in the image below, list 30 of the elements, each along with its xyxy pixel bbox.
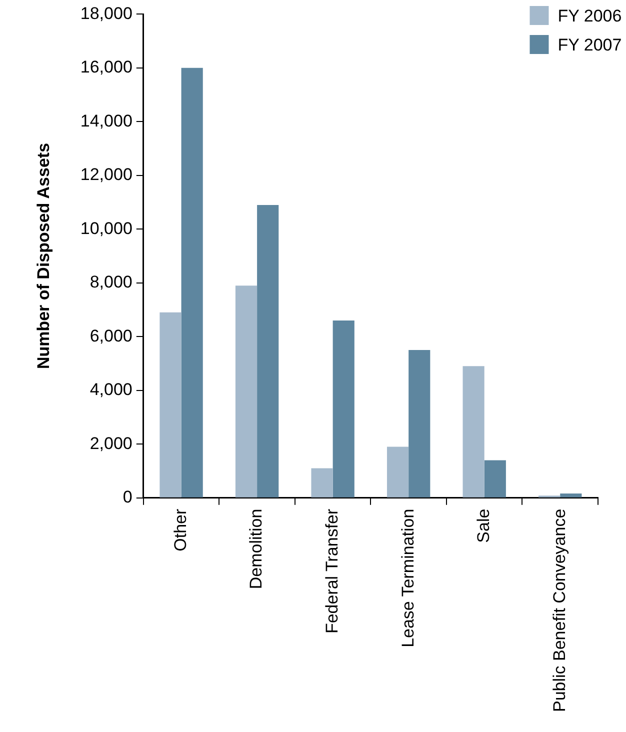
- y-tick-label: 14,000: [80, 111, 132, 130]
- y-axis-title: Number of Disposed Assets: [34, 142, 53, 370]
- bar: [257, 204, 279, 498]
- x-tick-label: Public Benefit Conveyance: [550, 508, 569, 712]
- x-tick-label: Federal Transfer: [322, 508, 342, 634]
- y-tick-label: 12,000: [80, 165, 132, 184]
- bar: [560, 494, 582, 498]
- bar: [484, 460, 506, 498]
- bar: [462, 366, 484, 498]
- bar: [160, 312, 182, 498]
- bar: [332, 320, 354, 498]
- y-tick-label: 2,000: [90, 434, 132, 453]
- bar: [386, 446, 409, 498]
- bar: [311, 468, 333, 498]
- legend-label: FY 2006: [558, 6, 622, 26]
- bar: [408, 350, 430, 498]
- y-tick-label: 4,000: [90, 380, 132, 400]
- y-tick-label: 18,000: [80, 4, 132, 23]
- x-tick-label: Sale: [474, 508, 494, 543]
- legend-label: FY 2007: [558, 36, 622, 55]
- x-tick-label: Lease Termination: [398, 508, 418, 648]
- y-tick-label: 6,000: [90, 326, 132, 346]
- y-tick-label: 0: [122, 488, 132, 507]
- x-tick-label: Demolition: [246, 508, 266, 590]
- bar: [235, 286, 258, 498]
- y-tick-label: 16,000: [80, 58, 132, 77]
- bar: [181, 68, 203, 498]
- x-tick-label: Other: [170, 508, 190, 552]
- y-tick-label: 10,000: [80, 218, 132, 238]
- y-tick-label: 8,000: [90, 272, 132, 292]
